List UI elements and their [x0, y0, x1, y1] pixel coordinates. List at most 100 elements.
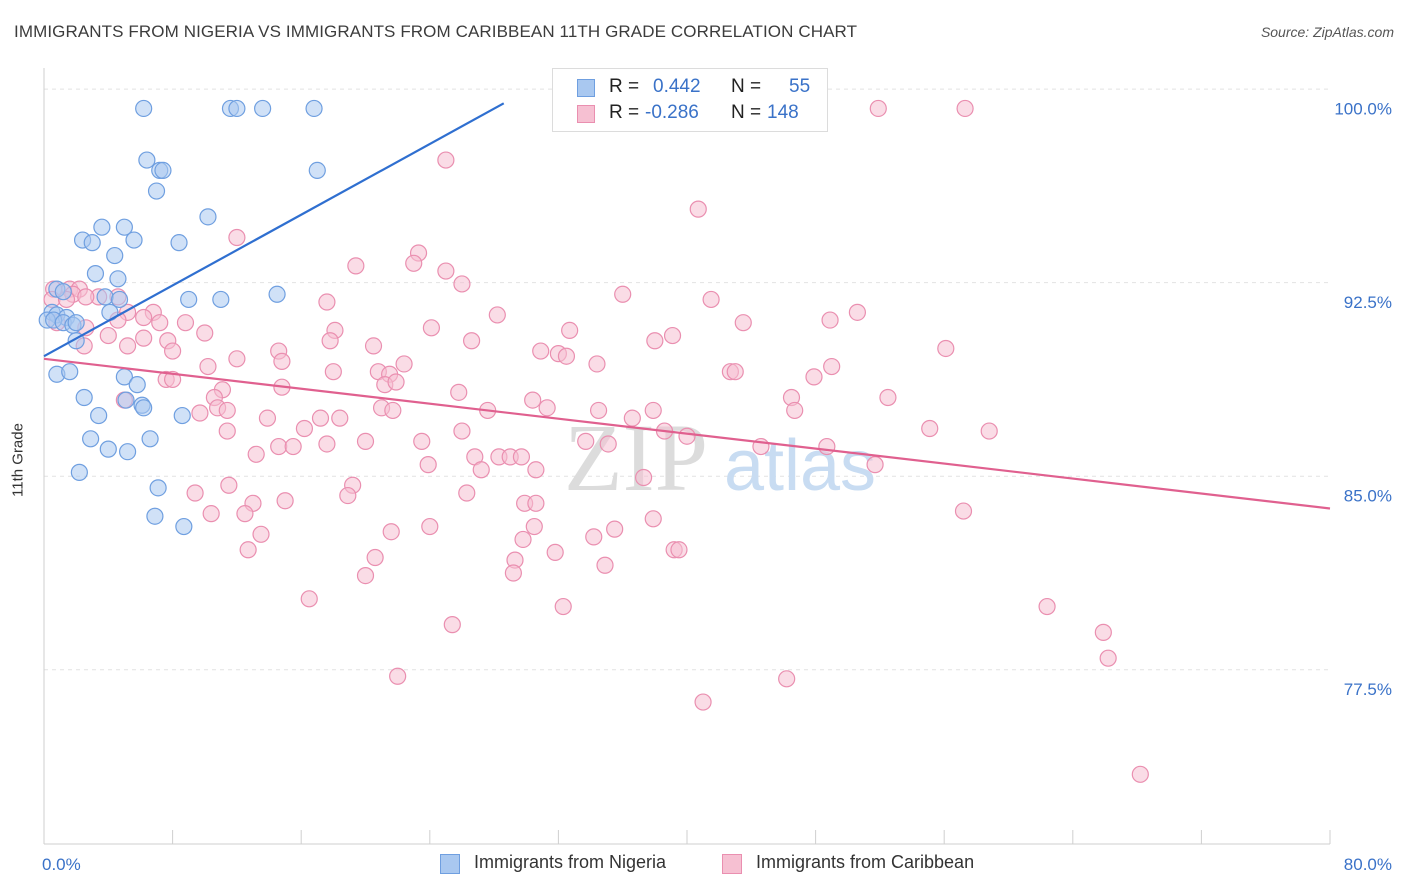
- source-label: Source: ZipAtlas.com: [1260, 24, 1394, 40]
- n-label: N =: [731, 76, 762, 97]
- nigeria-point: [268, 285, 286, 303]
- caribbean-point: [453, 422, 471, 440]
- caribbean-point: [670, 541, 688, 559]
- caribbean-point: [270, 437, 288, 456]
- caribbean-trend-line: [43, 357, 1331, 510]
- nigeria-point: [138, 151, 156, 169]
- nigeria-point: [117, 391, 135, 409]
- caribbean-point: [324, 363, 342, 381]
- caribbean-point: [678, 427, 696, 445]
- caribbean-point: [199, 357, 217, 376]
- watermark-atlas: atlas: [724, 426, 876, 506]
- x-tick-label: 80.0%: [1344, 855, 1392, 874]
- caribbean-point: [384, 401, 402, 420]
- watermark: ZIP atlas: [564, 404, 876, 511]
- nigeria-point: [135, 399, 153, 417]
- caribbean-point: [273, 352, 291, 370]
- nigeria-point: [228, 99, 246, 118]
- caribbean-point: [382, 523, 400, 541]
- caribbean-point: [504, 564, 522, 582]
- nigeria-point: [128, 376, 146, 394]
- caribbean-point: [524, 391, 542, 409]
- data-points: [38, 99, 1149, 783]
- caribbean-point: [284, 437, 302, 456]
- caribbean-legend-swatch: [722, 854, 742, 874]
- caribbean-point: [135, 308, 153, 327]
- caribbean-point: [694, 693, 712, 711]
- caribbean-point: [228, 350, 246, 368]
- r-label: R =: [609, 102, 640, 123]
- r-value: 0.442: [653, 76, 701, 97]
- nigeria-legend-swatch: [440, 854, 460, 874]
- caribbean-point: [577, 432, 595, 450]
- tick-labels: 100.0% 92.5% 85.0% 77.5% 0.0% 80.0%: [42, 99, 1392, 874]
- caribbean-point: [247, 445, 265, 463]
- nigeria-point: [173, 406, 191, 425]
- caribbean-point: [599, 435, 617, 453]
- r-value: -0.286: [645, 102, 699, 123]
- caribbean-point: [1038, 597, 1056, 616]
- trend-lines: [43, 102, 1331, 510]
- caribbean-point: [186, 484, 204, 502]
- caribbean-point: [606, 520, 624, 538]
- nigeria-point: [54, 283, 72, 301]
- nigeria-point: [147, 182, 166, 200]
- caribbean-point: [419, 456, 437, 474]
- caribbean-point: [1099, 649, 1117, 667]
- caribbean-point: [458, 484, 476, 502]
- nigeria-point: [109, 270, 127, 288]
- caribbean-point: [387, 373, 405, 391]
- nigeria-point: [146, 507, 164, 525]
- n-label: N =: [731, 102, 762, 123]
- caribbean-point: [532, 342, 550, 360]
- n-value: 148: [767, 102, 799, 123]
- caribbean-point: [561, 321, 579, 340]
- caribbean-point: [786, 401, 804, 420]
- caribbean-point: [689, 200, 707, 218]
- caribbean-point: [869, 99, 887, 118]
- nigeria-point: [135, 99, 153, 118]
- caribbean-point: [954, 502, 973, 520]
- legend-label: Immigrants from Caribbean: [756, 852, 975, 872]
- caribbean-point: [331, 409, 349, 427]
- caribbean-point: [364, 337, 383, 355]
- nigeria-point: [106, 246, 124, 265]
- caribbean-point: [726, 363, 744, 381]
- nigeria-point: [199, 208, 217, 226]
- nigeria-swatch: [577, 79, 595, 97]
- nigeria-point: [125, 231, 143, 249]
- caribbean-point: [848, 303, 866, 321]
- caribbean-point: [99, 326, 117, 345]
- caribbean-point: [823, 357, 841, 376]
- caribbean-point: [557, 347, 576, 365]
- caribbean-point: [821, 311, 839, 329]
- caribbean-point: [164, 342, 182, 360]
- caribbean-point: [443, 616, 461, 634]
- caribbean-point: [196, 324, 214, 342]
- caribbean-point: [921, 419, 939, 438]
- nigeria-point: [149, 479, 167, 497]
- nigeria-point: [254, 99, 272, 118]
- nigeria-point: [67, 314, 85, 332]
- nigeria-point: [96, 288, 114, 306]
- caribbean-swatch: [577, 105, 595, 123]
- nigeria-point: [305, 99, 323, 118]
- caribbean-point: [176, 314, 195, 332]
- y-tick-label: 85.0%: [1344, 487, 1392, 506]
- caribbean-point: [202, 505, 220, 523]
- nigeria-point: [110, 290, 129, 309]
- caribbean-point: [663, 326, 682, 345]
- caribbean-point: [462, 332, 481, 350]
- caribbean-point: [339, 486, 357, 505]
- legend-label: Immigrants from Nigeria: [474, 852, 667, 872]
- caribbean-point: [191, 404, 209, 422]
- gridlines: [44, 88, 1330, 671]
- caribbean-point: [585, 528, 603, 546]
- nigeria-point: [86, 265, 105, 283]
- caribbean-point: [356, 566, 375, 585]
- caribbean-point: [437, 262, 455, 280]
- caribbean-point: [135, 329, 153, 347]
- caribbean-point: [252, 525, 270, 543]
- caribbean-point: [546, 543, 564, 561]
